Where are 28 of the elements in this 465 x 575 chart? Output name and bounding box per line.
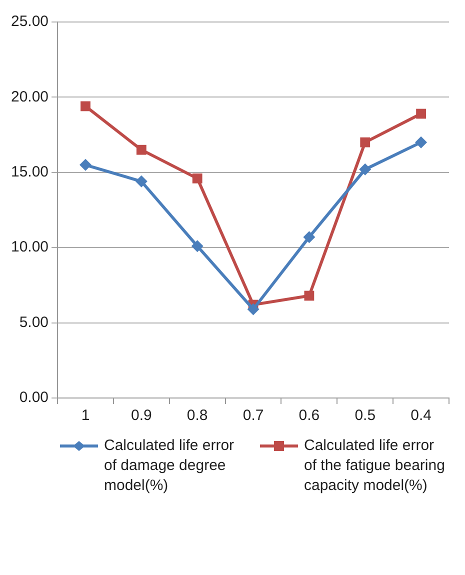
point <box>191 240 204 252</box>
point <box>416 108 426 119</box>
x-tick-label: 0.8 <box>186 407 208 424</box>
point <box>415 136 428 148</box>
point <box>247 303 260 316</box>
x-tick-label: 0.7 <box>242 407 264 424</box>
y-tick-label: 0.00 <box>19 389 49 406</box>
y-tick-label: 20.00 <box>10 88 49 106</box>
point <box>192 173 202 184</box>
y-tick-label: 10.00 <box>10 238 49 256</box>
legend-label: Calculated life error of the fatigue bearing capacity model(%) <box>304 436 446 496</box>
point <box>136 144 146 155</box>
point <box>360 137 370 148</box>
point <box>80 101 90 112</box>
point <box>135 175 148 188</box>
y-tick-label: 25.00 <box>10 13 49 30</box>
x-tick-label: 0.4 <box>410 407 432 424</box>
x-tick-label: 0.5 <box>354 407 376 424</box>
x-tick-label: 0.6 <box>298 407 320 424</box>
point <box>359 163 372 176</box>
point <box>80 158 92 171</box>
x-tick-label: 0.9 <box>130 407 152 424</box>
point <box>303 231 316 244</box>
x-tick-label: 1 <box>81 407 90 424</box>
point <box>304 290 314 301</box>
y-tick-label: 5.00 <box>19 314 49 331</box>
legend-label: Calculated life error of damage degree model(%) <box>104 436 236 496</box>
y-tick-label: 15.00 <box>10 164 49 181</box>
